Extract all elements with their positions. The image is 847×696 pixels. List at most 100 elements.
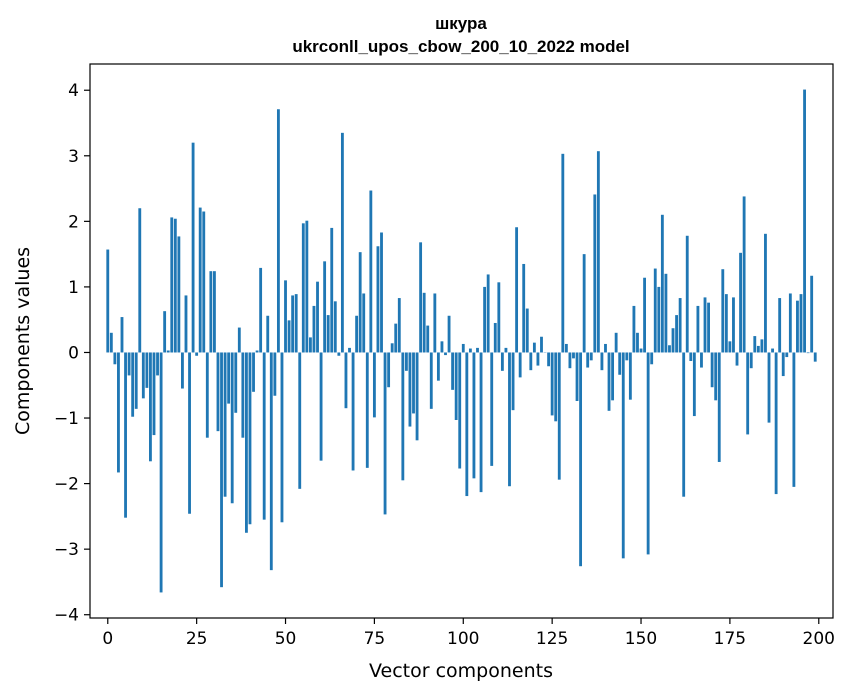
bar: [586, 352, 590, 368]
bar: [380, 232, 383, 353]
bar: [458, 352, 462, 469]
bar: [365, 352, 369, 468]
bar: [468, 348, 472, 353]
bar: [792, 352, 796, 487]
x-tick-label: 150: [625, 629, 657, 649]
bar: [760, 339, 764, 353]
bar: [241, 352, 245, 438]
bar: [493, 322, 497, 353]
bar: [436, 352, 440, 381]
y-tick-label: 3: [68, 147, 79, 167]
bar: [643, 277, 646, 353]
bar: [742, 196, 746, 353]
bar: [166, 350, 170, 353]
bar: [351, 352, 355, 471]
bar: [252, 352, 255, 392]
bar: [682, 352, 686, 497]
bar: [266, 315, 270, 353]
bar: [724, 294, 728, 353]
bar: [561, 153, 565, 353]
plot-frame: [89, 63, 834, 619]
bar: [188, 352, 191, 514]
bar: [639, 348, 643, 353]
bar: [287, 320, 291, 353]
bar: [714, 352, 718, 401]
bar: [707, 302, 710, 353]
bar: [234, 352, 238, 413]
bar: [444, 352, 447, 356]
bar: [746, 352, 750, 435]
bar: [547, 352, 551, 367]
bar: [785, 352, 789, 358]
bar: [316, 281, 319, 353]
bar: [177, 236, 181, 353]
bar: [479, 352, 483, 493]
bar: [397, 298, 401, 353]
bar: [156, 352, 159, 376]
bar: [255, 350, 259, 353]
bar: [476, 347, 479, 353]
bar: [227, 352, 231, 404]
bar: [778, 298, 782, 353]
bar: [191, 142, 195, 353]
bar: [525, 308, 529, 353]
bar: [415, 352, 419, 441]
bar: [568, 352, 572, 369]
bar: [348, 347, 351, 353]
bar: [508, 352, 511, 487]
bar: [710, 352, 714, 388]
bar: [451, 352, 455, 390]
bar: [237, 327, 241, 353]
bar: [376, 246, 380, 353]
bar: [625, 352, 629, 361]
bar: [152, 352, 156, 436]
bar: [486, 274, 490, 353]
bar: [660, 214, 664, 353]
bar: [213, 271, 216, 353]
bar: [554, 352, 558, 422]
y-tick-label: 0: [68, 343, 79, 363]
bar: [230, 352, 234, 504]
bar: [732, 297, 735, 353]
bar: [390, 343, 394, 353]
bar: [717, 352, 721, 462]
bar: [607, 352, 611, 411]
y-tick-label: 4: [68, 81, 79, 101]
bar: [614, 332, 618, 353]
bar: [515, 227, 519, 353]
bar: [646, 352, 650, 555]
bar: [163, 311, 167, 353]
bar: [668, 345, 671, 353]
bar: [810, 275, 814, 353]
chart-title: шкура: [435, 14, 487, 33]
bar: [294, 294, 298, 353]
bar: [412, 352, 415, 414]
bar: [604, 343, 607, 353]
bar: [806, 352, 810, 354]
bar: [134, 352, 138, 409]
bar: [764, 233, 767, 353]
bar: [383, 352, 387, 515]
bar: [490, 352, 494, 466]
bar: [433, 293, 437, 353]
x-tick-label: 75: [364, 629, 386, 649]
bar: [202, 211, 206, 353]
y-tick-label: −4: [54, 606, 79, 626]
bar: [301, 223, 305, 353]
bar: [454, 352, 458, 420]
bar: [117, 352, 120, 473]
bar: [557, 352, 561, 480]
bar: [209, 271, 213, 353]
bar: [269, 352, 273, 571]
bar: [181, 352, 184, 389]
bar: [692, 352, 696, 417]
x-tick-label: 0: [102, 629, 113, 649]
x-tick-label: 100: [447, 629, 479, 649]
y-axis-ticks: −4 −3 −2 −1 0 1 2 3 4: [54, 81, 90, 626]
bar: [138, 208, 142, 353]
bar: [703, 297, 707, 353]
x-axis-ticks: 0 25 50 75 100 125 150 175 200: [102, 618, 835, 649]
x-tick-label: 25: [186, 629, 208, 649]
bar: [358, 252, 362, 353]
bar: [198, 207, 202, 353]
